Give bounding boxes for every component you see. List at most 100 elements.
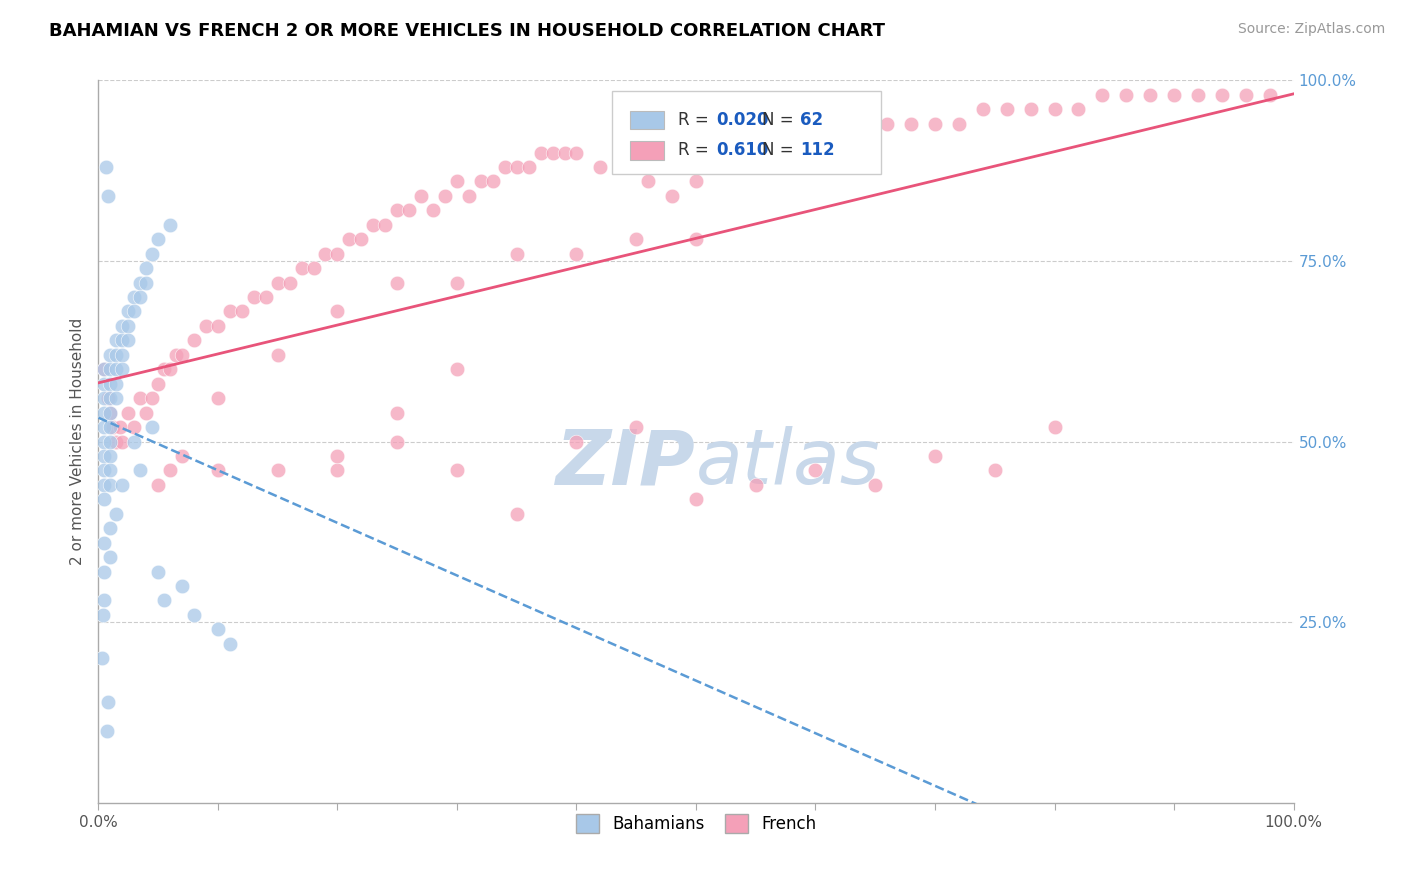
Point — [326, 463, 349, 477]
Point — [98, 406, 122, 420]
Point — [195, 318, 218, 333]
Point — [111, 348, 134, 362]
Point — [105, 391, 128, 405]
Point — [117, 318, 139, 333]
Point — [1067, 102, 1090, 116]
Point — [105, 434, 128, 449]
Point — [411, 189, 433, 203]
Point — [93, 376, 115, 391]
Text: N =: N = — [762, 141, 799, 160]
Point — [589, 160, 612, 174]
Point — [105, 507, 128, 521]
Point — [446, 174, 468, 188]
Point — [995, 102, 1018, 116]
Point — [129, 391, 152, 405]
Point — [124, 290, 146, 304]
Text: 62: 62 — [800, 111, 823, 129]
Point — [172, 348, 194, 362]
Point — [984, 463, 1007, 477]
Point — [97, 189, 120, 203]
Legend: Bahamians, French: Bahamians, French — [567, 805, 825, 841]
Point — [105, 376, 128, 391]
Point — [1258, 87, 1281, 102]
Point — [207, 463, 229, 477]
Point — [756, 145, 779, 160]
Point — [97, 695, 120, 709]
Point — [254, 290, 277, 304]
Point — [626, 232, 648, 246]
Point — [565, 145, 588, 160]
Point — [111, 318, 134, 333]
Point — [207, 318, 229, 333]
Point — [1091, 87, 1114, 102]
Point — [446, 463, 468, 477]
Point — [93, 420, 115, 434]
Point — [481, 174, 505, 188]
Point — [111, 478, 134, 492]
Point — [148, 232, 170, 246]
Point — [141, 391, 163, 405]
Point — [302, 261, 325, 276]
Point — [108, 420, 131, 434]
Point — [278, 276, 301, 290]
FancyBboxPatch shape — [613, 91, 882, 174]
Point — [924, 449, 946, 463]
Point — [363, 218, 385, 232]
Point — [93, 391, 115, 405]
Point — [565, 434, 588, 449]
Point — [326, 449, 349, 463]
Point — [267, 276, 290, 290]
Point — [1163, 87, 1185, 102]
Point — [105, 334, 128, 348]
Point — [105, 348, 128, 362]
Point — [124, 420, 146, 434]
Point — [93, 449, 115, 463]
Point — [326, 304, 349, 318]
Point — [93, 463, 115, 477]
Point — [661, 189, 683, 203]
Point — [685, 232, 707, 246]
Point — [385, 406, 409, 420]
Point — [98, 550, 122, 565]
Point — [153, 593, 176, 607]
Point — [709, 160, 731, 174]
Point — [172, 579, 194, 593]
Point — [98, 449, 122, 463]
Point — [350, 232, 373, 246]
Point — [804, 463, 827, 477]
Point — [1187, 87, 1209, 102]
Text: R =: R = — [678, 141, 714, 160]
Point — [172, 449, 194, 463]
Point — [141, 246, 163, 260]
Point — [93, 434, 115, 449]
Point — [804, 131, 827, 145]
Point — [385, 203, 409, 218]
Point — [470, 174, 492, 188]
Point — [129, 463, 152, 477]
Point — [637, 174, 659, 188]
Point — [98, 406, 122, 420]
Point — [613, 160, 636, 174]
Point — [876, 117, 898, 131]
Text: 0.020: 0.020 — [716, 111, 769, 129]
Point — [315, 246, 337, 260]
Point — [183, 334, 205, 348]
Point — [135, 406, 157, 420]
Point — [852, 131, 875, 145]
Point — [148, 565, 170, 579]
Point — [93, 406, 115, 420]
Point — [94, 160, 117, 174]
Point — [96, 723, 118, 738]
Point — [117, 406, 139, 420]
Point — [243, 290, 266, 304]
Point — [1234, 87, 1257, 102]
Point — [93, 362, 115, 376]
FancyBboxPatch shape — [630, 141, 664, 160]
Point — [1115, 87, 1137, 102]
Point — [685, 492, 707, 507]
Point — [98, 376, 122, 391]
Point — [506, 160, 529, 174]
Point — [93, 565, 115, 579]
Point — [124, 434, 146, 449]
Text: BAHAMIAN VS FRENCH 2 OR MORE VEHICLES IN HOUSEHOLD CORRELATION CHART: BAHAMIAN VS FRENCH 2 OR MORE VEHICLES IN… — [49, 22, 886, 40]
